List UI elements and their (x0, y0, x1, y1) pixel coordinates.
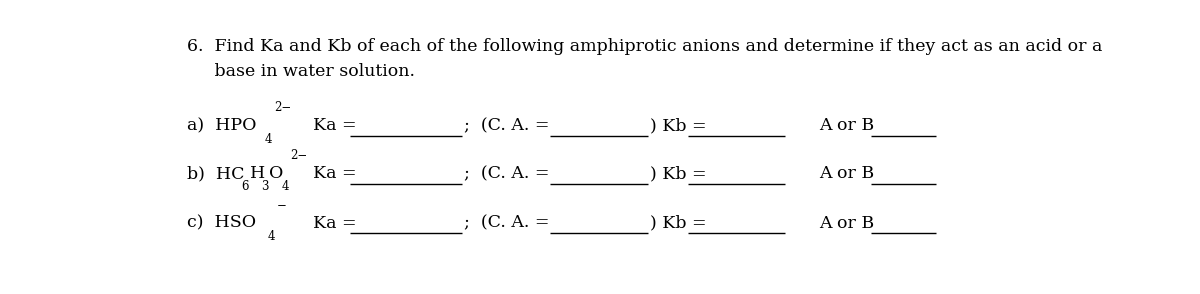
Text: ;  (C. A. =: ; (C. A. = (464, 117, 556, 134)
Text: ) Kb =: ) Kb = (650, 215, 713, 232)
Text: c)  HSO: c) HSO (187, 215, 257, 232)
Text: b)  HC: b) HC (187, 165, 245, 182)
Text: −: − (276, 198, 287, 211)
Text: O: O (269, 165, 283, 182)
Text: ) Kb =: ) Kb = (650, 165, 713, 182)
Text: 3: 3 (260, 180, 268, 193)
Text: a)  HPO: a) HPO (187, 117, 257, 134)
Text: Ka =: Ka = (313, 165, 362, 182)
Text: ) Kb =: ) Kb = (650, 117, 713, 134)
Text: Ka =: Ka = (313, 215, 362, 232)
Text: H: H (250, 165, 265, 182)
Text: ;  (C. A. =: ; (C. A. = (464, 215, 556, 232)
Text: 6: 6 (241, 180, 248, 193)
Text: A or B: A or B (820, 117, 875, 134)
Text: 2−: 2− (290, 149, 307, 162)
Text: 4: 4 (268, 230, 276, 243)
Text: 2−: 2− (274, 101, 290, 114)
Text: A or B: A or B (820, 165, 875, 182)
Text: 6.  Find Ka and Kb of each of the following amphiprotic anions and determine if : 6. Find Ka and Kb of each of the followi… (187, 38, 1103, 55)
Text: A or B: A or B (820, 215, 875, 232)
Text: Ka =: Ka = (313, 117, 362, 134)
Text: ;  (C. A. =: ; (C. A. = (464, 165, 556, 182)
Text: base in water solution.: base in water solution. (187, 63, 415, 80)
Text: 4: 4 (264, 133, 272, 146)
Text: 4: 4 (282, 180, 289, 193)
